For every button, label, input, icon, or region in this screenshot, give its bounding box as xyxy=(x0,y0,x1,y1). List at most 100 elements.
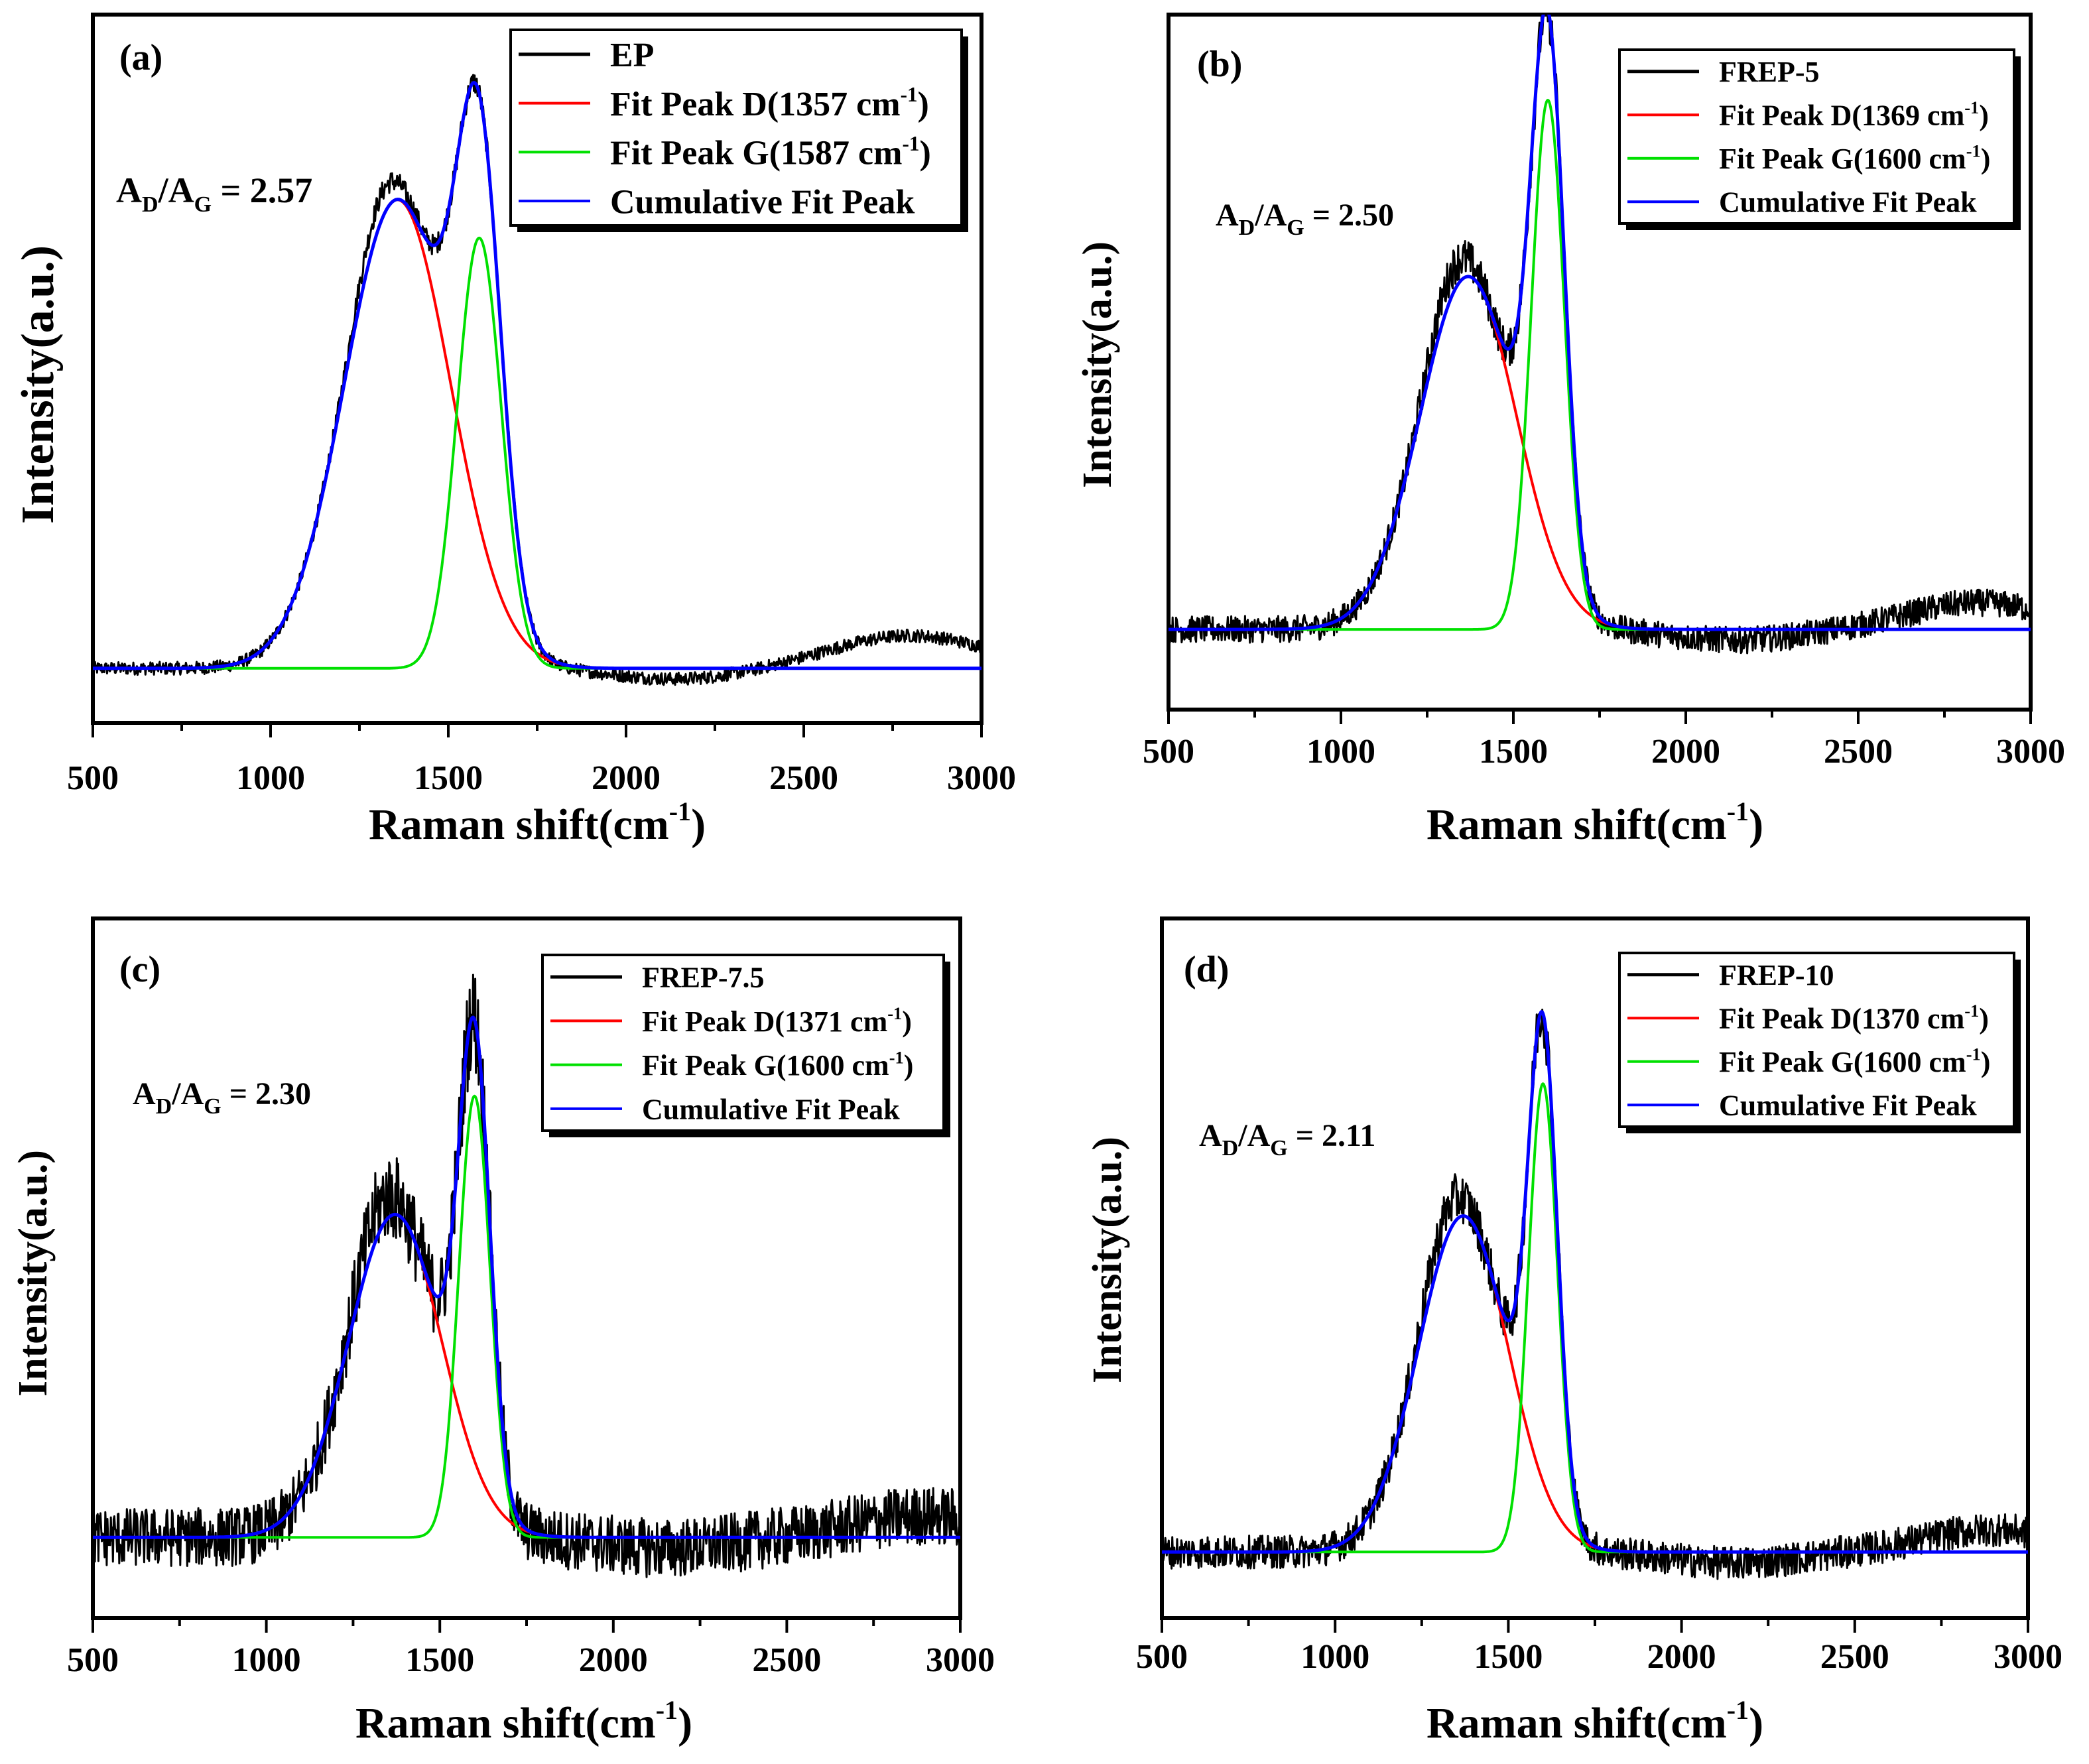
legend-entry-end: ) xyxy=(919,135,930,172)
legend-entry-sup: -1 xyxy=(902,132,919,155)
ratio-sub-a: D xyxy=(1222,1136,1239,1161)
legend-entry-sup: -1 xyxy=(889,1047,904,1067)
legend-box xyxy=(541,954,945,1132)
legend-entry-end: ) xyxy=(902,1005,912,1038)
ratio-annotation: AD/AG = 2.50 xyxy=(1216,198,1394,240)
legend-entry-text: Fit Peak D(1369 cm xyxy=(1719,99,1964,132)
x-tick-label: 1000 xyxy=(236,759,305,797)
x-tick-label: 1000 xyxy=(1306,733,1375,771)
legend-entry-end: ) xyxy=(904,1049,914,1082)
legend-entry-text: Cumulative Fit Peak xyxy=(610,183,915,221)
legend-entry: FREP-10 xyxy=(1719,959,1834,991)
panel-label: (b) xyxy=(1197,44,1242,85)
legend-entry: Fit Peak D(1370 cm-1) xyxy=(1719,1001,1989,1035)
legend-entry: Fit Peak G(1587 cm-1) xyxy=(610,132,931,172)
x-axis-label-text: Raman shift(cm xyxy=(1426,800,1727,849)
x-axis-label-sup: -1 xyxy=(669,796,691,826)
x-axis-label-end: ) xyxy=(691,800,706,849)
legend-entry-text: Fit Peak G(1600 cm xyxy=(1719,143,1966,175)
legend-entry-text: Fit Peak D(1371 cm xyxy=(642,1005,887,1038)
legend-entry-end: ) xyxy=(1981,1046,1991,1078)
legend-entry-text: Cumulative Fit Peak xyxy=(1719,1090,1977,1122)
x-axis-label-sup: -1 xyxy=(656,1695,678,1725)
series-cumulative-fit-line xyxy=(1162,1010,2028,1554)
x-axis-label-end: ) xyxy=(1749,800,1763,849)
legend-entry: Cumulative Fit Peak xyxy=(610,183,915,221)
legend-entry: Cumulative Fit Peak xyxy=(1719,1090,1977,1122)
x-axis-label-end: ) xyxy=(678,1699,692,1747)
ratio-sub-b: G xyxy=(204,1094,221,1119)
x-axis-label: Raman shift(cm-1) xyxy=(1426,796,1763,849)
x-tick-label: 1500 xyxy=(1479,733,1548,771)
legend: FREP-5 Fit Peak D(1369 cm-1) Fit Peak G(16… xyxy=(1618,48,2021,230)
x-tick-label: 2000 xyxy=(1647,1638,1716,1676)
y-axis-label: Intensity(a.u.) xyxy=(1075,241,1120,488)
ratio-symbol-b: A xyxy=(168,170,194,210)
x-tick-label: 500 xyxy=(1143,733,1194,771)
legend-box xyxy=(1618,48,2015,225)
legend-entry-text: FREP-5 xyxy=(1719,56,1820,88)
ratio-annotation: AD/AG = 2.57 xyxy=(116,170,312,217)
x-tick-label: 2500 xyxy=(769,759,838,797)
legend-entry-text: Cumulative Fit Peak xyxy=(642,1093,900,1125)
ratio-symbol-a: A xyxy=(133,1076,156,1111)
x-tick-label: 2500 xyxy=(752,1641,821,1679)
legend-entry-text: EP xyxy=(610,36,654,74)
x-tick-label: 500 xyxy=(67,759,119,797)
x-tick-label: 3000 xyxy=(947,759,1016,797)
x-tick-label: 2000 xyxy=(592,759,661,797)
x-axis-label-end: ) xyxy=(1749,1699,1763,1747)
ratio-sub-b: G xyxy=(1270,1136,1287,1161)
ratio-symbol-b: A xyxy=(181,1076,204,1111)
series-cumulative-fit-line xyxy=(93,1015,960,1539)
legend-entry-text: Fit Peak G(1600 cm xyxy=(1719,1046,1966,1078)
plot-area xyxy=(93,74,981,686)
x-tick-label: 1000 xyxy=(232,1641,301,1679)
series-measured-line xyxy=(1169,15,2031,655)
ratio-sub-b: G xyxy=(1287,216,1304,240)
x-tick-label: 3000 xyxy=(1994,1638,2062,1676)
x-axis-label-text: Raman shift(cm xyxy=(369,800,669,849)
panel-label: (c) xyxy=(119,949,160,990)
legend-entry: Fit Peak D(1371 cm-1) xyxy=(642,1003,912,1038)
legend-entry-sup: -1 xyxy=(887,1003,902,1023)
x-tick-label: 1500 xyxy=(405,1641,474,1679)
legend-box xyxy=(1618,952,2015,1128)
legend-entry-end: ) xyxy=(1979,1003,1989,1035)
x-tick-label: 3000 xyxy=(926,1641,995,1679)
series-measured-line xyxy=(1162,1009,2028,1580)
ratio-annotation: AD/AG = 2.30 xyxy=(133,1076,311,1119)
legend-box xyxy=(509,29,963,227)
x-tick-label: 500 xyxy=(67,1641,119,1679)
x-axis-label: Raman shift(cm-1) xyxy=(1426,1695,1763,1747)
legend-entry: Fit Peak G(1600 cm-1) xyxy=(1719,141,1990,176)
legend-entry-sup: -1 xyxy=(1966,141,1981,161)
legend-entry-sup: -1 xyxy=(1964,97,1979,117)
x-axis-label-text: Raman shift(cm xyxy=(1426,1699,1727,1747)
legend-entry-sup: -1 xyxy=(1966,1044,1981,1064)
panel-label: (d) xyxy=(1184,949,1229,990)
legend-entry-sup: -1 xyxy=(901,83,918,106)
y-axis-label: Intensity(a.u.) xyxy=(11,1150,56,1397)
legend-entry-end: ) xyxy=(918,86,929,123)
series-measured-line xyxy=(93,974,960,1578)
ratio-value: = 2.50 xyxy=(1304,198,1394,233)
legend-entry: Fit Peak D(1357 cm-1) xyxy=(610,83,929,123)
ratio-symbol-b: A xyxy=(1247,1118,1271,1153)
legend-entry: Fit Peak G(1600 cm-1) xyxy=(642,1047,913,1082)
x-tick-label: 1500 xyxy=(1474,1638,1543,1676)
legend-entry-text: Fit Peak D(1370 cm xyxy=(1719,1003,1964,1035)
legend-entry: FREP-5 xyxy=(1719,56,1820,88)
legend-entry: Fit Peak G(1600 cm-1) xyxy=(1719,1044,1990,1079)
legend-entry-text: Fit Peak G(1587 cm xyxy=(610,135,902,172)
ratio-sub-b: G xyxy=(194,192,212,217)
legend-entry: Fit Peak D(1369 cm-1) xyxy=(1719,97,1989,132)
legend-entry: Cumulative Fit Peak xyxy=(1719,186,1977,219)
ratio-annotation: AD/AG = 2.11 xyxy=(1199,1118,1375,1161)
x-tick-label: 2000 xyxy=(1651,733,1720,771)
